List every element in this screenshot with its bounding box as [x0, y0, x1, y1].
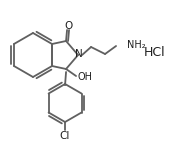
Text: Cl: Cl — [60, 131, 70, 141]
Text: HCl: HCl — [144, 45, 166, 58]
Text: O: O — [64, 21, 72, 31]
Text: OH: OH — [78, 72, 93, 82]
Text: NH₂: NH₂ — [127, 40, 146, 50]
Text: N: N — [75, 49, 83, 59]
